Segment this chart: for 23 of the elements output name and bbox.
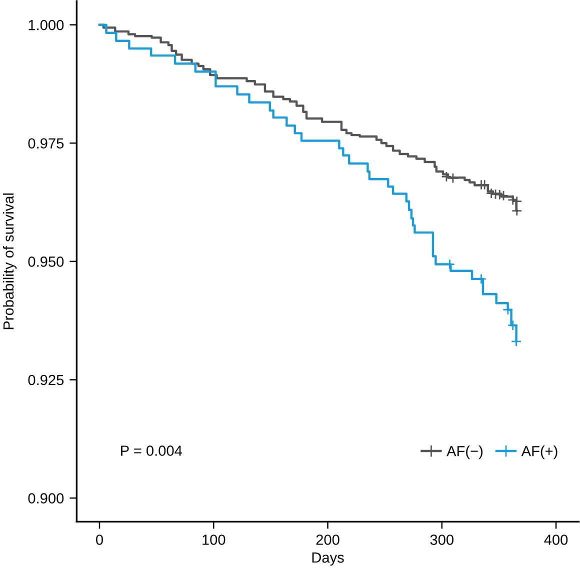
point bbox=[448, 172, 458, 184]
x-tick-label: 100 bbox=[202, 534, 226, 545]
annotation: P = 0.004 bbox=[121, 446, 182, 456]
y-tick-label: 0.950 bbox=[28, 256, 64, 267]
y-tick-label: 0.900 bbox=[28, 493, 64, 504]
x-tick-label: 200 bbox=[316, 534, 340, 545]
x-tick-label: 300 bbox=[430, 534, 454, 545]
y-tick-label: 0.975 bbox=[28, 138, 64, 149]
point bbox=[498, 190, 509, 201]
x-tick-label: 0 bbox=[96, 534, 103, 545]
point bbox=[508, 320, 518, 331]
point bbox=[512, 196, 522, 207]
legend-label: AF(+) bbox=[521, 446, 558, 460]
point bbox=[479, 179, 490, 190]
x-tick-label: 400 bbox=[544, 534, 568, 545]
x-axis-title: Days bbox=[312, 552, 344, 566]
point bbox=[508, 194, 518, 206]
legend-label: AF(−) bbox=[446, 446, 482, 460]
y-tick-label: 0.925 bbox=[28, 374, 64, 386]
point bbox=[441, 171, 452, 182]
point bbox=[512, 205, 522, 216]
y-axis-title: Probability of survival bbox=[2, 194, 17, 330]
y-tick-label: 1.000 bbox=[28, 20, 64, 30]
